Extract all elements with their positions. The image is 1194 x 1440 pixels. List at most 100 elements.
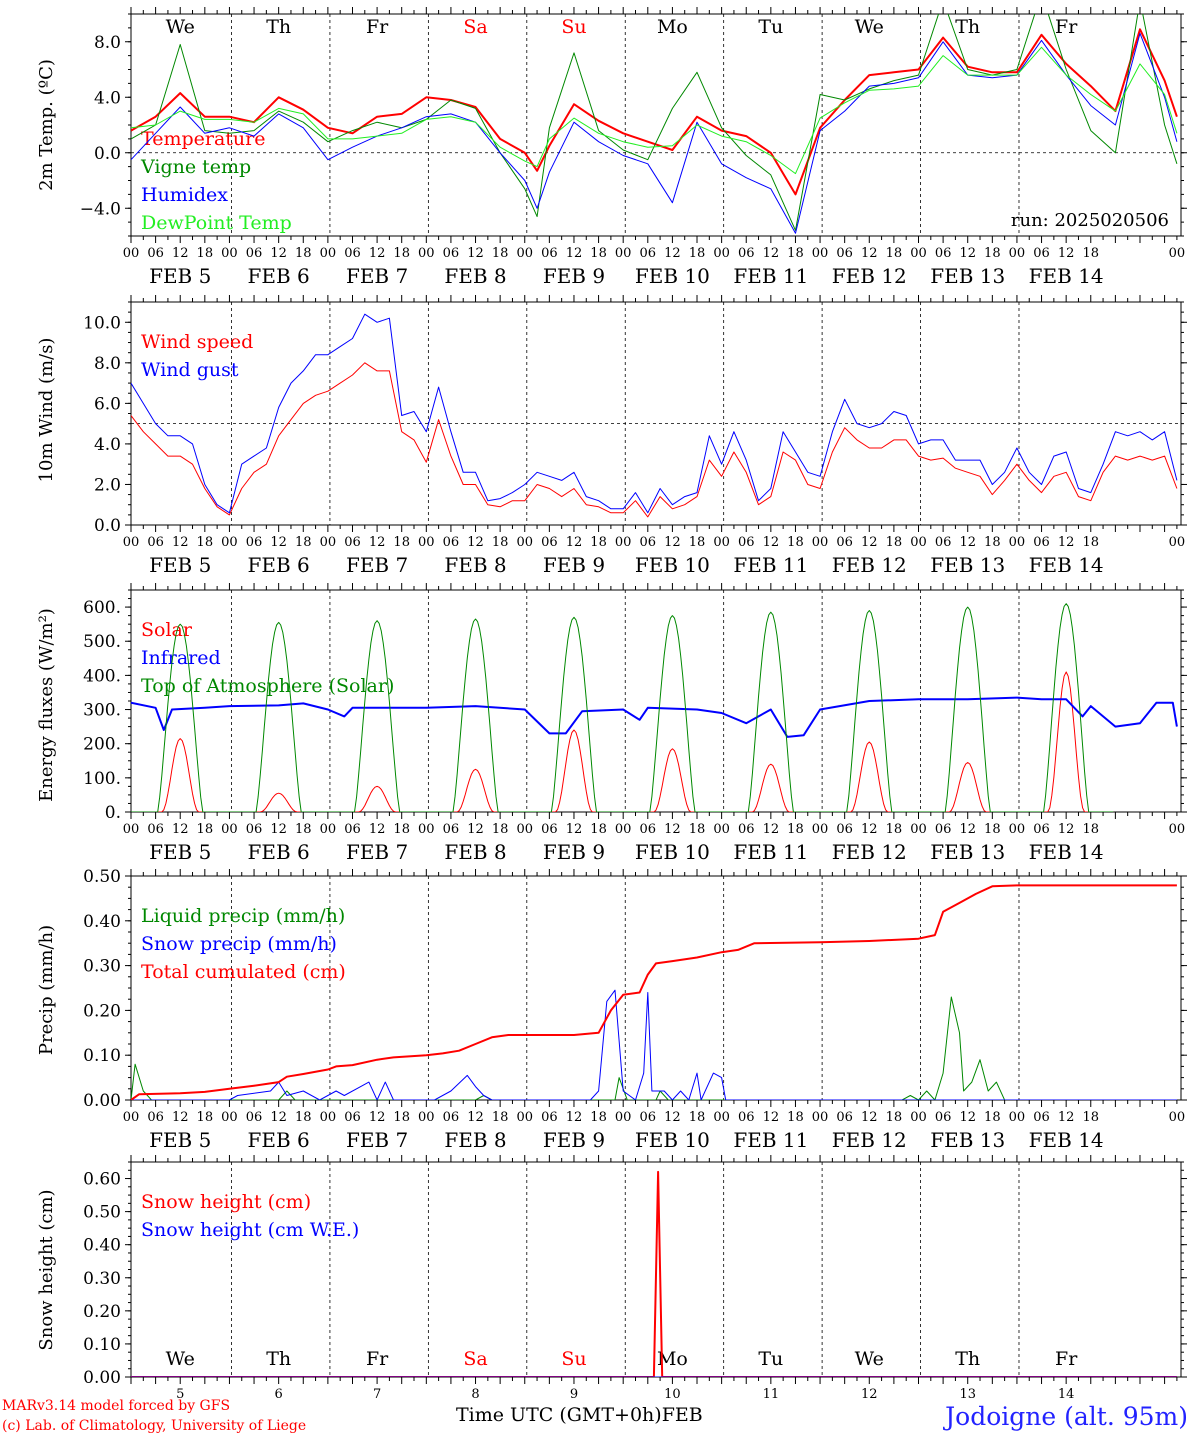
day-number-label: 7 <box>373 1387 381 1402</box>
hour-tick-label: 06 <box>443 822 460 837</box>
date-label: FEB 7 <box>346 1128 408 1152</box>
hour-tick-label: 06 <box>836 246 853 261</box>
hour-tick-label: 00 <box>615 246 632 261</box>
weekday-label: Fr <box>1055 1348 1078 1370</box>
hour-tick-label: 18 <box>295 246 312 261</box>
series-line-temperature <box>131 28 1178 196</box>
hour-tick-label: 18 <box>590 535 607 550</box>
legend-entry: Snow precip (mm/h) <box>141 933 337 955</box>
hour-tick-label: 00 <box>320 246 337 261</box>
weekday-label: Sa <box>463 1348 487 1370</box>
hour-tick-label: 06 <box>541 1110 558 1125</box>
hour-tick-label: 06 <box>640 246 657 261</box>
hour-tick-label: 18 <box>393 246 410 261</box>
series-line-solar <box>131 671 1114 812</box>
hour-tick-label: 06 <box>738 1110 755 1125</box>
hour-tick-label: 18 <box>787 535 804 550</box>
panel-1: −4.0 0.0 4.0 8.0 2m Temp. (ºC) 00 06 12 18 FEB 5 0… <box>36 7 1187 288</box>
date-label: FEB 8 <box>444 264 506 288</box>
series-line-top-of-atmosphere-solar <box>131 603 1114 812</box>
hour-tick-label: 00 <box>812 1110 829 1125</box>
month-label: FEB <box>661 1404 703 1426</box>
date-label: FEB 10 <box>635 264 710 288</box>
hour-tick-label: 18 <box>886 1110 903 1125</box>
hour-tick-label: 12 <box>763 1110 780 1125</box>
hour-tick-label: 06 <box>541 246 558 261</box>
hour-tick-label: 00 <box>910 246 927 261</box>
hour-tick-label: 06 <box>147 246 164 261</box>
hour-tick-label: 18 <box>393 822 410 837</box>
hour-tick-label: 00 <box>1169 246 1186 261</box>
hour-tick-label: 18 <box>689 246 706 261</box>
date-label: FEB 6 <box>248 264 310 288</box>
hour-tick-label: 18 <box>492 246 509 261</box>
y-tick-label: 0.20 <box>83 1001 121 1021</box>
station-name: Jodoigne (alt. 95m) <box>945 1402 1188 1431</box>
hour-tick-label: 00 <box>615 535 632 550</box>
weekday-label: We <box>166 16 195 38</box>
date-label: FEB 11 <box>733 264 808 288</box>
time-axis-label: Time UTC (GMT+0h)FEB <box>456 1404 703 1426</box>
hour-tick-label: 06 <box>640 535 657 550</box>
hour-tick-label: 18 <box>689 535 706 550</box>
date-label: FEB 11 <box>733 840 808 864</box>
hour-tick-label: 12 <box>861 822 878 837</box>
legend-entry: Liquid precip (mm/h) <box>141 905 345 927</box>
y-tick-label: 6.0 <box>94 394 121 414</box>
date-label: FEB 14 <box>1029 840 1104 864</box>
hour-tick-label: 12 <box>1058 246 1075 261</box>
day-number-label: 12 <box>861 1387 878 1402</box>
plot-frame <box>130 301 1182 526</box>
hour-tick-label: 00 <box>123 246 140 261</box>
hour-tick-label: 06 <box>1033 1110 1050 1125</box>
weekday-label: Mo <box>657 16 688 38</box>
hour-tick-label: 18 <box>295 822 312 837</box>
hour-tick-label: 18 <box>984 1110 1001 1125</box>
y-tick-label: 2.0 <box>94 475 121 495</box>
hour-tick-label: 18 <box>197 535 214 550</box>
date-label: FEB 9 <box>543 840 605 864</box>
hour-tick-label: 12 <box>270 535 287 550</box>
hour-tick-label: 12 <box>861 1110 878 1125</box>
y-tick-label: 0.0 <box>94 516 121 536</box>
hour-tick-label: 18 <box>1082 246 1099 261</box>
day-number-label: 10 <box>664 1387 681 1402</box>
hour-tick-label: 00 <box>812 822 829 837</box>
hour-tick-label: 18 <box>787 1110 804 1125</box>
hour-tick-label: 00 <box>1169 535 1186 550</box>
hour-tick-label: 12 <box>369 535 386 550</box>
date-label: FEB 5 <box>149 1128 211 1152</box>
date-label: FEB 14 <box>1029 264 1104 288</box>
y-tick-label: 0.30 <box>83 957 121 977</box>
hour-tick-label: 12 <box>369 246 386 261</box>
date-label: FEB 10 <box>635 1128 710 1152</box>
series-line-total-cumulated-cm <box>131 884 1177 1100</box>
hour-tick-label: 00 <box>221 246 238 261</box>
hour-tick-label: 00 <box>123 822 140 837</box>
hour-tick-label: 00 <box>812 535 829 550</box>
model-credit: MARv3.14 model forced by GFS <box>2 1398 231 1414</box>
weekday-label: Th <box>955 1348 980 1370</box>
date-label: FEB 11 <box>733 1128 808 1152</box>
hour-tick-label: 06 <box>640 822 657 837</box>
legend-entry: Infrared <box>141 647 221 669</box>
hour-tick-label: 12 <box>566 822 583 837</box>
hour-tick-label: 18 <box>197 822 214 837</box>
y-tick-label: 0.60 <box>83 1170 121 1190</box>
hour-tick-label: 18 <box>1082 822 1099 837</box>
hour-tick-label: 00 <box>812 246 829 261</box>
legend-entry: Top of Atmosphere (Solar) <box>141 675 394 697</box>
hour-tick-label: 12 <box>172 535 189 550</box>
hour-tick-label: 00 <box>1169 1110 1186 1125</box>
hour-tick-label: 12 <box>861 535 878 550</box>
hour-tick-label: 18 <box>590 822 607 837</box>
plot-frame <box>130 589 1182 813</box>
date-label: FEB 14 <box>1029 1128 1104 1152</box>
weekday-label: Tu <box>758 1348 783 1370</box>
hour-tick-label: 18 <box>492 1110 509 1125</box>
weekday-label: Th <box>266 1348 291 1370</box>
hour-tick-label: 06 <box>246 1110 263 1125</box>
hour-tick-label: 06 <box>344 535 361 550</box>
hour-tick-label: 12 <box>566 535 583 550</box>
date-label: FEB 9 <box>543 553 605 577</box>
